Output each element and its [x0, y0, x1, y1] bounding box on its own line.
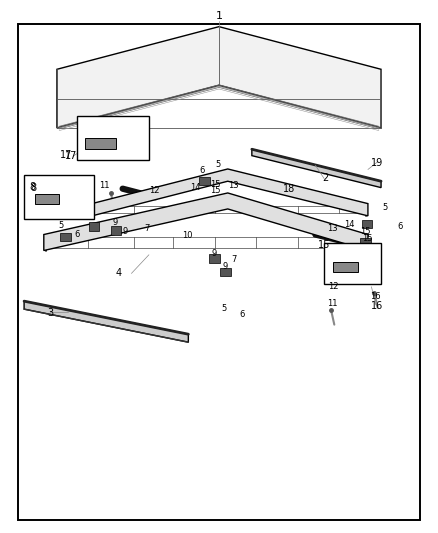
- Text: 17: 17: [60, 150, 72, 159]
- Text: 9: 9: [211, 249, 216, 258]
- Text: 7: 7: [232, 255, 237, 263]
- Text: 6: 6: [239, 310, 244, 319]
- FancyBboxPatch shape: [60, 233, 71, 241]
- Text: 8: 8: [29, 182, 35, 191]
- FancyBboxPatch shape: [360, 238, 371, 247]
- FancyBboxPatch shape: [35, 194, 59, 204]
- Polygon shape: [92, 169, 368, 216]
- Text: 3: 3: [47, 309, 53, 318]
- Polygon shape: [252, 149, 381, 188]
- Text: 15: 15: [210, 187, 220, 195]
- FancyBboxPatch shape: [18, 24, 420, 520]
- FancyBboxPatch shape: [199, 177, 210, 185]
- Text: 5: 5: [382, 204, 388, 212]
- Polygon shape: [24, 301, 188, 342]
- Text: 11: 11: [99, 181, 110, 190]
- Text: 9: 9: [222, 262, 227, 271]
- Text: 15: 15: [360, 228, 371, 236]
- Text: 15: 15: [362, 235, 372, 243]
- Text: 9: 9: [112, 219, 117, 227]
- Text: 12: 12: [328, 282, 339, 291]
- FancyBboxPatch shape: [333, 262, 358, 272]
- Polygon shape: [44, 193, 368, 251]
- FancyBboxPatch shape: [209, 254, 220, 263]
- FancyBboxPatch shape: [89, 222, 99, 231]
- Text: 19: 19: [371, 158, 384, 167]
- Text: 8: 8: [30, 183, 36, 192]
- Text: 5: 5: [222, 304, 227, 312]
- Text: 15: 15: [318, 240, 331, 250]
- Text: 17: 17: [65, 151, 77, 161]
- FancyBboxPatch shape: [111, 226, 121, 235]
- Text: 14: 14: [190, 183, 200, 192]
- Text: 6: 6: [200, 166, 205, 175]
- FancyBboxPatch shape: [77, 116, 149, 160]
- FancyBboxPatch shape: [220, 268, 231, 276]
- Text: 11: 11: [327, 300, 337, 308]
- Text: 4: 4: [115, 268, 121, 278]
- Text: 2: 2: [322, 173, 328, 183]
- Text: 18: 18: [283, 184, 295, 194]
- Text: 12: 12: [149, 186, 159, 195]
- FancyBboxPatch shape: [324, 243, 381, 284]
- FancyBboxPatch shape: [24, 175, 94, 219]
- Polygon shape: [57, 27, 381, 128]
- Text: 1: 1: [215, 11, 223, 21]
- Text: 7: 7: [144, 224, 149, 232]
- FancyBboxPatch shape: [362, 220, 372, 228]
- FancyBboxPatch shape: [85, 138, 116, 149]
- Text: 5: 5: [215, 160, 221, 168]
- Text: 14: 14: [344, 220, 355, 229]
- Text: 16: 16: [371, 293, 381, 301]
- Text: 13: 13: [328, 224, 338, 232]
- Text: 6: 6: [398, 222, 403, 231]
- Text: 10: 10: [182, 231, 193, 240]
- Text: 16: 16: [371, 302, 384, 311]
- Text: 5: 5: [59, 221, 64, 230]
- Text: 9: 9: [122, 228, 127, 236]
- Text: 15: 15: [210, 180, 221, 189]
- Text: 6: 6: [75, 230, 80, 239]
- Text: 13: 13: [228, 181, 239, 190]
